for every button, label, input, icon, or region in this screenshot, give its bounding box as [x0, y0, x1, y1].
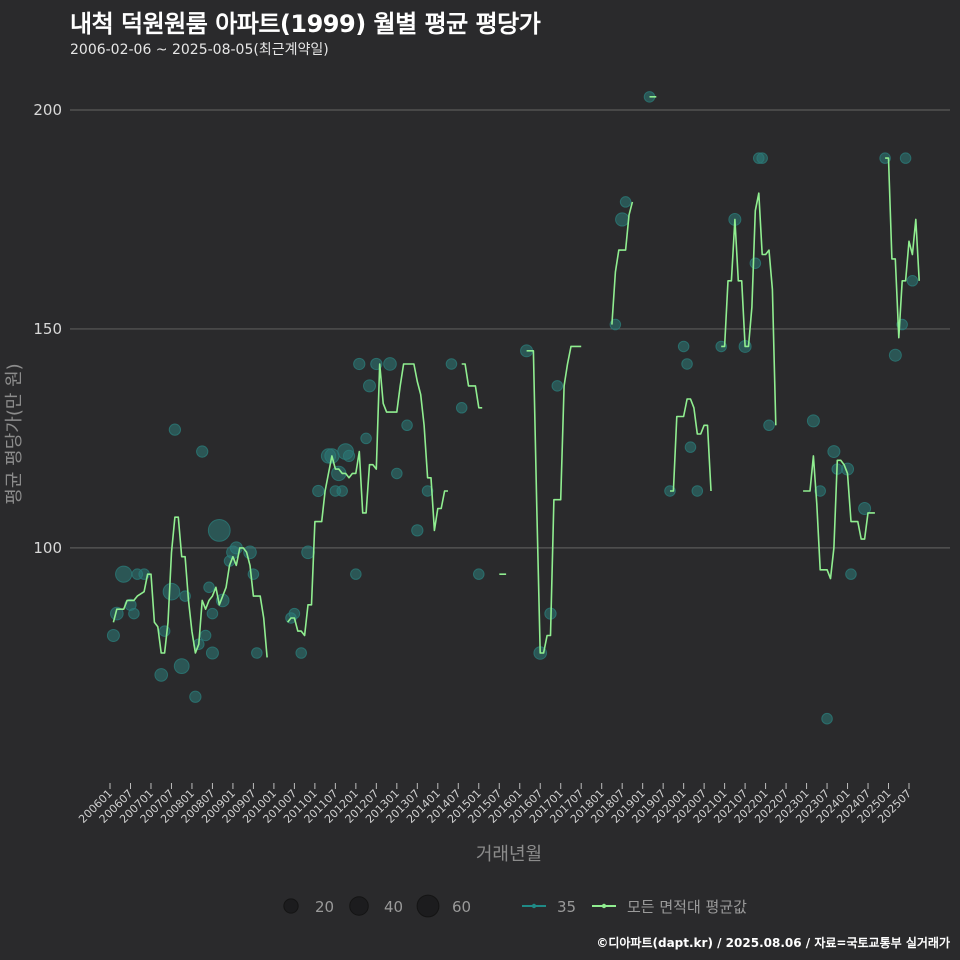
legend: 20 40 60 35 모든 면적대 평균값 [283, 894, 747, 918]
scatter-points [106, 91, 919, 725]
scatter-point [455, 402, 468, 414]
scatter-point [342, 449, 356, 463]
scatter-point [821, 712, 833, 725]
scatter-point [681, 358, 693, 370]
scatter-point [411, 524, 424, 537]
average-line-segment [670, 398, 712, 492]
scatter-point [203, 581, 215, 594]
scatter-point [168, 423, 182, 436]
scatter-point [806, 414, 820, 428]
legend-size-symbol [416, 894, 440, 918]
scatter-point [615, 212, 630, 227]
scatter-point [189, 690, 202, 703]
legend-area-label: 35 [557, 898, 576, 916]
scatter-point [619, 196, 632, 208]
scatter-point [845, 568, 857, 580]
scatter-point [206, 607, 219, 620]
scatter-point [421, 485, 434, 497]
legend-size-label: 40 [384, 898, 403, 916]
chart-title: 내척 덕원원룸 아파트(1999) 월별 평균 평당가 [70, 10, 541, 38]
x-tick-labels: 2006012006072007012007072008012008072009… [76, 783, 914, 826]
legend-size-symbol [349, 896, 369, 916]
scatter-point [128, 607, 140, 620]
y-tick-label: 200 [33, 101, 62, 119]
legend-size-symbol [283, 898, 299, 914]
y-tick-labels: 100 150 200 [33, 101, 62, 557]
scatter-point [664, 485, 676, 497]
chart-subtitle: 2006-02-06 ~ 2025-08-05(최근계약일) [70, 42, 329, 58]
scatter-point [677, 340, 690, 353]
scatter-point [551, 380, 564, 392]
average-line-segment [803, 455, 875, 580]
scatter-point [207, 518, 231, 542]
scatter-point [312, 484, 325, 498]
y-tick-label: 100 [33, 539, 62, 557]
average-line-segment [461, 363, 483, 409]
average-line [112, 96, 920, 658]
scatter-point [336, 485, 348, 497]
scatter-point [814, 485, 826, 497]
scatter-point [899, 152, 912, 164]
scatter-point [363, 379, 376, 393]
scatter-point [110, 606, 124, 621]
scatter-point [162, 582, 181, 601]
y-tick-label: 150 [33, 320, 62, 338]
grid-lines [70, 109, 950, 549]
y-axis-label: 평균 평당가(만 원) [4, 363, 25, 504]
scatter-point [199, 629, 212, 642]
legend-size-label: 20 [315, 898, 334, 916]
scatter-point [879, 152, 891, 164]
legend-line-label: 모든 면적대 평균값 [627, 898, 747, 916]
scatter-point [888, 348, 902, 362]
average-line-segment [721, 192, 777, 426]
average-line-segment [611, 201, 634, 325]
scatter-point [383, 357, 397, 371]
scatter-point [763, 419, 775, 432]
scatter-point [205, 646, 219, 660]
scatter-point [401, 419, 413, 432]
scatter-point [115, 565, 133, 583]
scatter-point [445, 358, 458, 370]
average-line-segment [885, 157, 920, 339]
scatter-point [684, 441, 697, 453]
average-line-segment [526, 345, 582, 654]
average-line-segment [112, 516, 268, 658]
scatter-point [473, 568, 485, 580]
scatter-point [158, 625, 171, 637]
scatter-point [756, 152, 768, 164]
scatter-point [251, 647, 263, 659]
scatter-point [301, 545, 315, 560]
average-line-segment [286, 363, 448, 637]
legend-line-point [601, 903, 607, 909]
scatter-point [749, 257, 762, 269]
scatter-point [391, 467, 403, 480]
legend-size-label: 60 [452, 898, 471, 916]
scatter-point [360, 432, 372, 445]
source-caption: ©디아파트(dapt.kr) / 2025.08.06 / 자료=국토교통부 실… [596, 936, 950, 950]
scatter-point [106, 628, 120, 642]
scatter-point [858, 501, 872, 515]
scatter-point [196, 445, 209, 458]
legend-area-point [531, 903, 537, 909]
scatter-point [827, 445, 841, 459]
scatter-point [906, 275, 919, 287]
scatter-point [353, 357, 366, 371]
scatter-point [295, 647, 307, 659]
scatter-point [247, 568, 260, 580]
x-axis-label: 거래년월 [476, 844, 542, 865]
scatter-point [350, 568, 362, 580]
scatter-point [154, 668, 169, 682]
scatter-point [691, 485, 704, 497]
scatter-point [173, 658, 190, 675]
